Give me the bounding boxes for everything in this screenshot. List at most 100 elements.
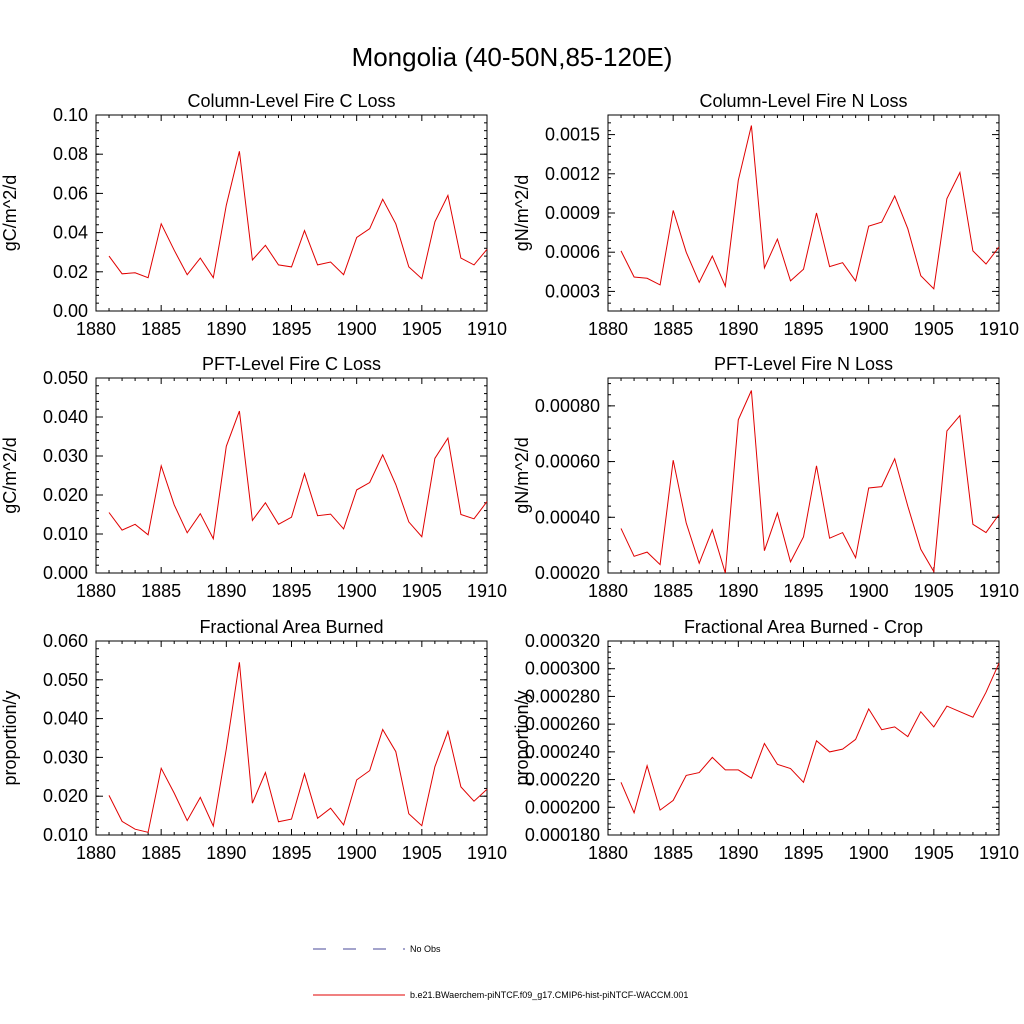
y-tick-label: 0.0015 [545,125,600,145]
y-tick-label: 0.050 [43,670,88,690]
x-tick-label: 1895 [271,581,311,601]
y-tick-label: 0.0012 [545,164,600,184]
x-tick-label: 1910 [979,581,1019,601]
x-tick-label: 1900 [337,319,377,339]
x-tick-label: 1905 [914,581,954,601]
x-tick-label: 1905 [402,843,442,863]
x-tick-label: 1890 [718,843,758,863]
x-tick-label: 1905 [402,581,442,601]
plot-frame [95,640,488,836]
plot-frame [607,377,1000,574]
y-tick-label: 0.000 [43,563,88,583]
y-axis-label: proportion/y [512,690,532,785]
legend-no-obs-label: No Obs [410,944,441,954]
data-line [620,125,1000,290]
plot-frame [95,377,488,574]
x-tick-label: 1895 [783,843,823,863]
y-tick-label: 0.040 [43,407,88,427]
x-tick-label: 1880 [76,581,116,601]
plot-frame [95,114,488,312]
y-tick-label: 0.0009 [545,203,600,223]
y-axis-label: gN/m^2/d [512,175,532,251]
x-tick-label: 1885 [141,581,181,601]
panel-title: Column-Level Fire C Loss [187,91,395,111]
chart-panel: Fractional Area Burned proportion/y 1880 18… [0,617,507,863]
x-tick-label: 1895 [271,319,311,339]
y-tick-label: 0.00060 [535,452,600,472]
y-tick-label: 0.000300 [525,659,600,679]
y-tick-label: 0.060 [43,631,88,651]
y-tick-label: 0.08 [53,144,88,164]
x-tick-label: 1905 [402,319,442,339]
chart-panel: PFT-Level Fire N Loss gN/m^2/d 1880 1885 189… [512,354,1019,601]
x-tick-label: 1880 [588,581,628,601]
y-tick-label: 0.000280 [525,686,600,706]
data-line [108,662,488,833]
x-tick-label: 1885 [653,319,693,339]
y-tick-label: 0.000260 [525,714,600,734]
x-tick-label: 1885 [141,843,181,863]
panel-title: PFT-Level Fire C Loss [202,354,381,374]
x-tick-label: 1890 [206,581,246,601]
x-tick-label: 1905 [914,319,954,339]
x-tick-label: 1895 [271,843,311,863]
y-tick-label: 0.030 [43,446,88,466]
x-tick-label: 1910 [979,843,1019,863]
y-tick-label: 0.00040 [535,507,600,527]
x-tick-label: 1890 [206,319,246,339]
x-tick-label: 1895 [783,581,823,601]
y-tick-label: 0.000220 [525,770,600,790]
x-tick-label: 1900 [337,843,377,863]
y-tick-label: 0.020 [43,485,88,505]
chart-panel: Fractional Area Burned - Crop proportion/… [512,617,1019,863]
x-tick-label: 1880 [588,319,628,339]
panel-title: Fractional Area Burned [199,617,383,637]
y-tick-label: 0.030 [43,747,88,767]
y-tick-label: 0.020 [43,786,88,806]
y-axis-label: proportion/y [0,690,20,785]
x-tick-label: 1910 [979,319,1019,339]
data-line [620,662,1000,815]
chart-panel: PFT-Level Fire C Loss gC/m^2/d 1880 1885 189… [0,354,507,601]
panels: Column-Level Fire C Loss gC/m^2/d 1880 1885… [0,91,1019,863]
x-tick-label: 1880 [76,319,116,339]
chart-panel: Column-Level Fire N Loss gN/m^2/d 1880 1885… [512,91,1019,339]
y-tick-label: 0.10 [53,105,88,125]
data-line [108,410,488,541]
y-tick-label: 0.02 [53,262,88,282]
y-axis-label: gN/m^2/d [512,437,532,513]
y-axis-label: gC/m^2/d [0,175,20,251]
y-tick-label: 0.0006 [545,242,600,262]
y-tick-label: 0.000200 [525,797,600,817]
y-tick-label: 0.040 [43,709,88,729]
y-tick-label: 0.0003 [545,281,600,301]
chart-panel: Column-Level Fire C Loss gC/m^2/d 1880 1885… [0,91,507,339]
x-tick-label: 1900 [849,843,889,863]
plot-frame [607,114,1000,312]
legend-model-label: b.e21.BWaerchem-piNTCF.f09_g17.CMIP6-his… [410,990,688,1000]
panel-title: PFT-Level Fire N Loss [714,354,893,374]
panel-title: Column-Level Fire N Loss [699,91,907,111]
x-tick-label: 1910 [467,843,507,863]
y-axis-label: gC/m^2/d [0,437,20,513]
y-tick-label: 0.000320 [525,631,600,651]
x-tick-label: 1880 [76,843,116,863]
x-tick-label: 1890 [718,581,758,601]
x-tick-label: 1885 [141,319,181,339]
panel-title: Fractional Area Burned - Crop [684,617,923,637]
x-tick-label: 1900 [849,581,889,601]
data-line [108,151,488,280]
x-tick-label: 1900 [337,581,377,601]
x-tick-label: 1890 [206,843,246,863]
x-tick-label: 1880 [588,843,628,863]
y-tick-label: 0.000180 [525,825,600,845]
y-tick-label: 0.050 [43,368,88,388]
y-tick-label: 0.06 [53,183,88,203]
data-line [620,390,1000,574]
x-tick-label: 1885 [653,581,693,601]
y-tick-label: 0.00 [53,301,88,321]
figure-title: Mongolia (40-50N,85-120E) [352,42,673,72]
x-tick-label: 1910 [467,581,507,601]
x-tick-label: 1890 [718,319,758,339]
